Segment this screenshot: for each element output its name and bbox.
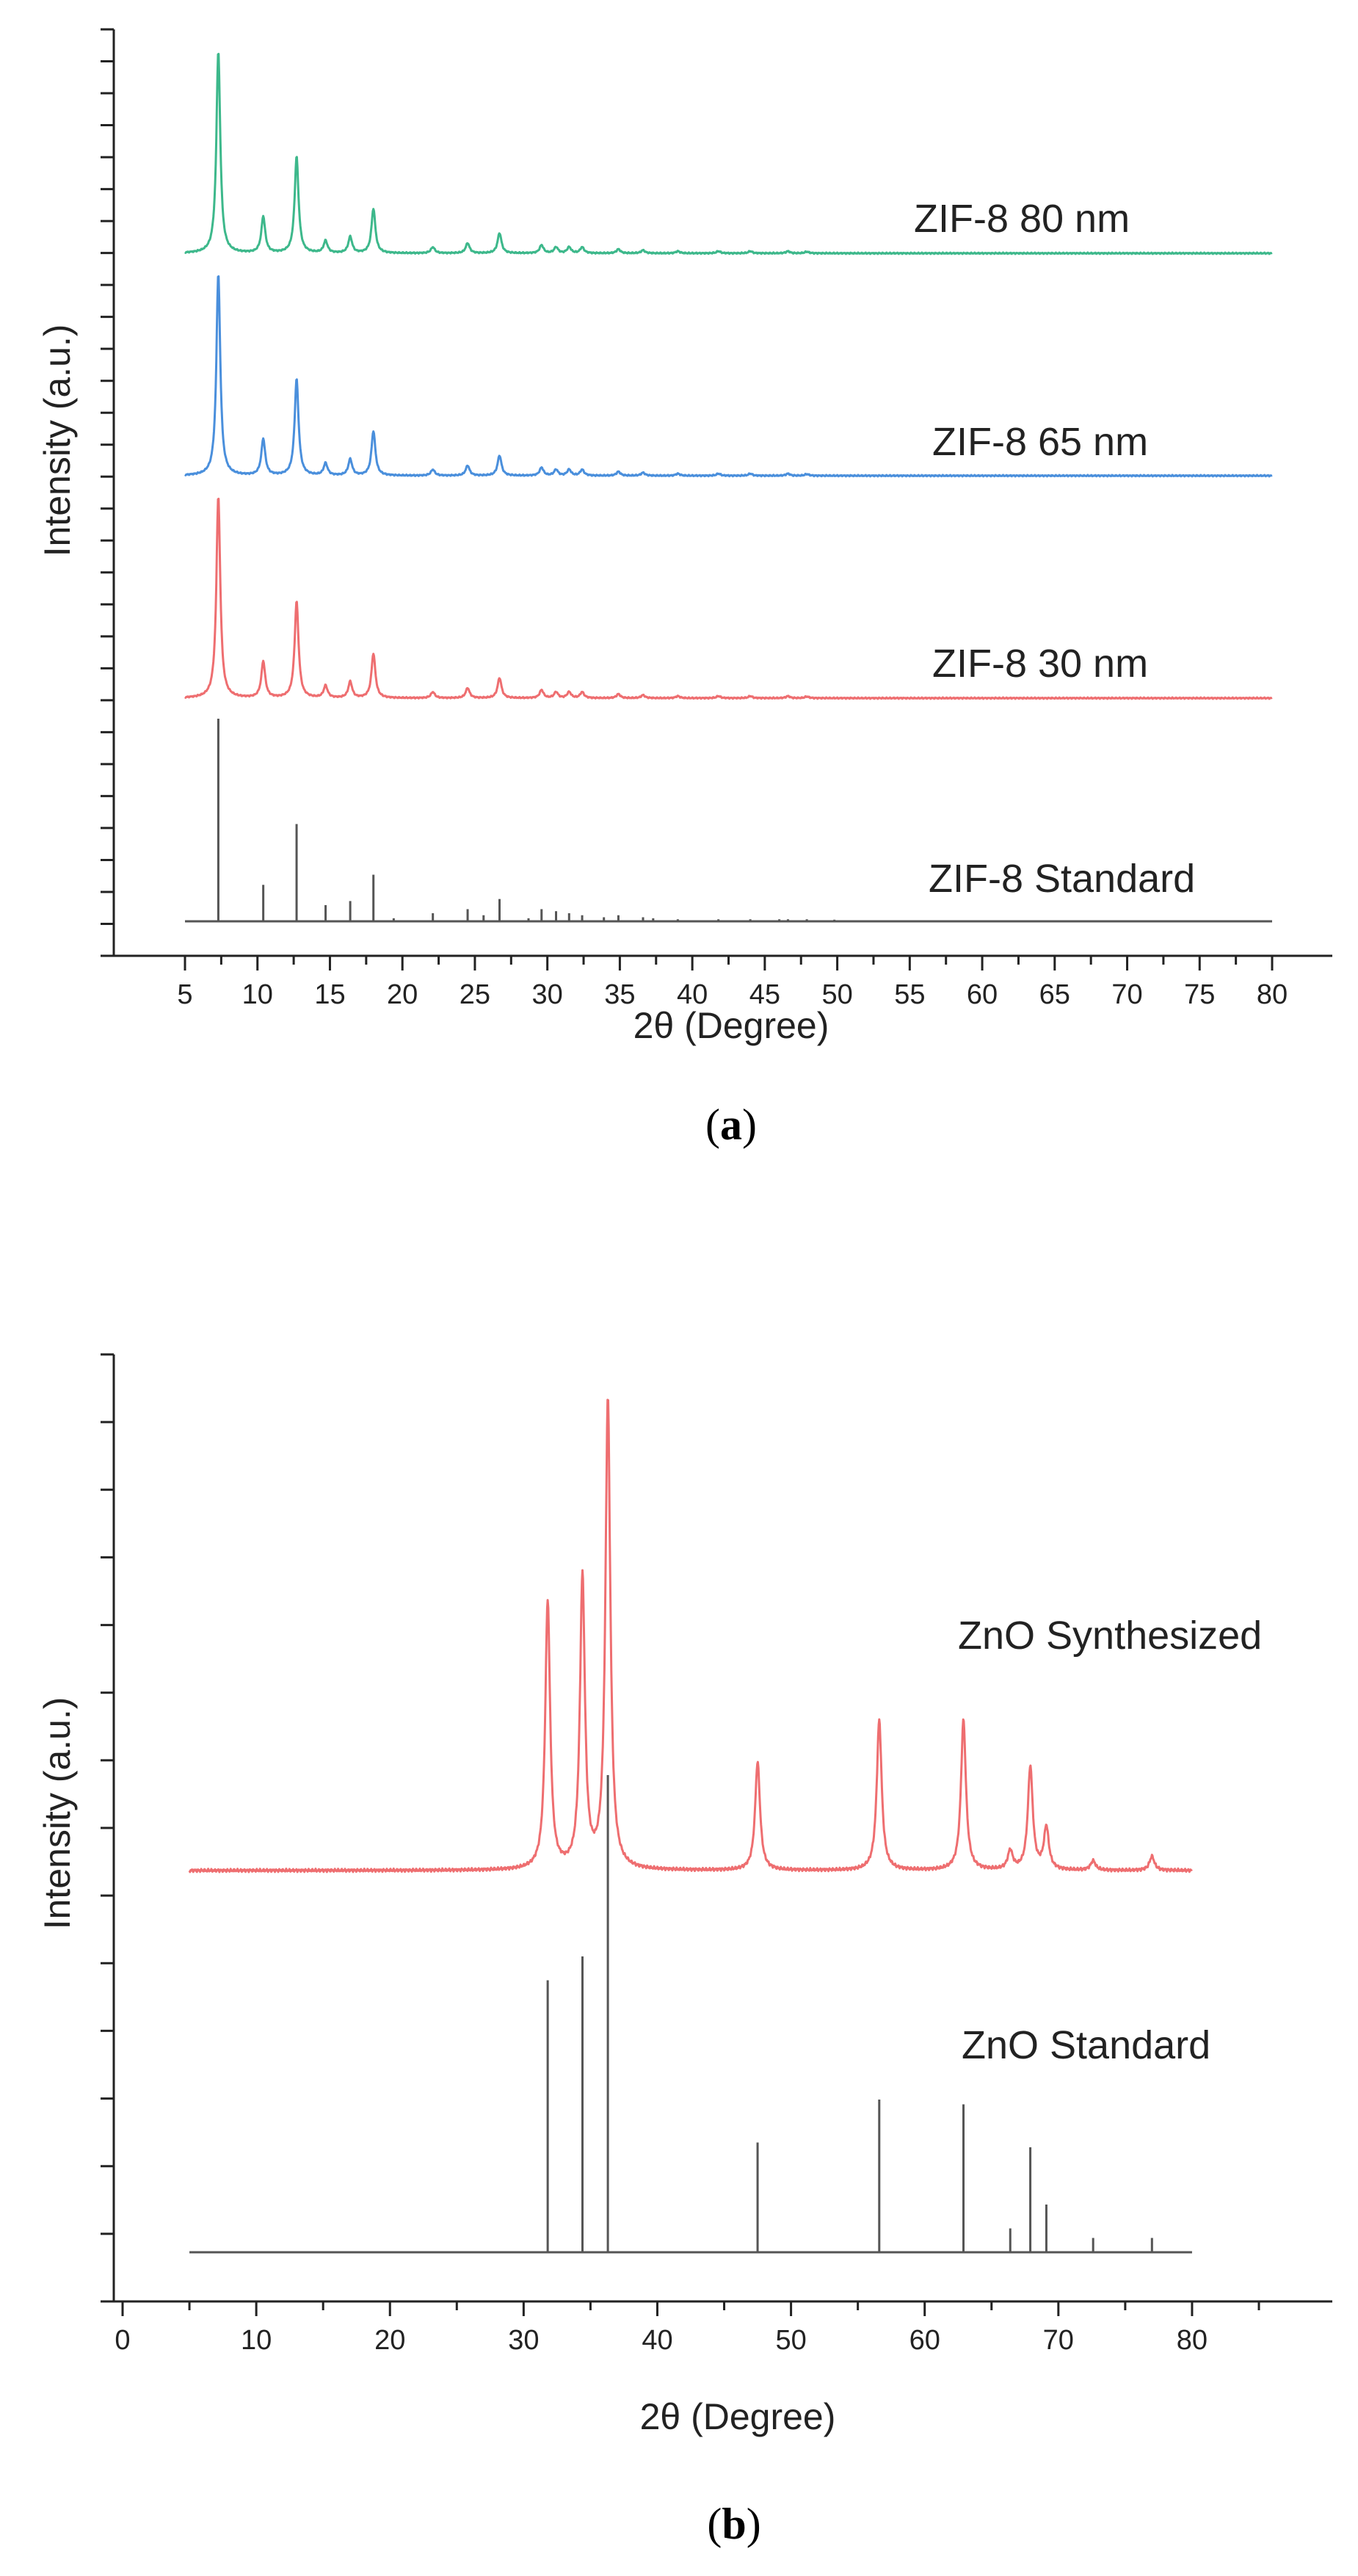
panel-a-x-tick-label: 60 (967, 979, 998, 1010)
panel-a-series-trace (184, 275, 1273, 478)
panel-a-x-tick-label: 45 (749, 979, 780, 1010)
panel-a-series-label: ZIF-8 Standard (929, 857, 1195, 901)
panel-a-x-tick-label: 80 (1257, 979, 1288, 1010)
panel-b-x-tick-label: 40 (642, 2325, 672, 2356)
panel-b-x-tick-label: 70 (1043, 2325, 1074, 2356)
panel-a-x-tick-label: 50 (821, 979, 852, 1010)
panel-a-x-tick-label: 5 (177, 979, 192, 1010)
panel-a-x-tick-label: 10 (242, 979, 273, 1010)
panel-a-series-label: ZIF-8 65 nm (932, 420, 1148, 464)
panel-a-y-axis-title: Intensity (a.u.) (37, 324, 78, 557)
panel-b-x-axis-title: 2θ (Degree) (640, 2396, 836, 2437)
panel-b-series-label: ZnO Standard (962, 2023, 1210, 2067)
panel-a-x-tick-label: 15 (314, 979, 345, 1010)
panel-b-label: (b) (707, 2500, 760, 2548)
panel-b-y-axis-title: Intensity (a.u.) (37, 1697, 78, 1930)
panel-a-x-tick-label: 40 (677, 979, 708, 1010)
panel-a-series-trace (184, 53, 1273, 255)
panel-a-x-tick-label: 30 (532, 979, 563, 1010)
panel-b-x-tick-label: 80 (1177, 2325, 1208, 2356)
panel-b-series-trace (188, 1398, 1193, 1873)
panel-a-chart: Intensity (a.u.) 2θ (Degree) (a) 5 10 15 20… (37, 28, 1332, 1149)
panel-b-series-label: ZnO Synthesized (958, 1614, 1262, 1658)
panel-b-x-tick-label: 10 (241, 2325, 272, 2356)
panel-a-x-tick-label: 25 (460, 979, 490, 1010)
panel-b-x-tick-label: 50 (775, 2325, 806, 2356)
panel-a-series-label: ZIF-8 30 nm (932, 642, 1148, 686)
panel-b-x-tick-label: 0 (115, 2325, 130, 2356)
panel-a-x-tick-label: 75 (1184, 979, 1215, 1010)
panel-a-series-label: ZIF-8 80 nm (914, 197, 1130, 241)
panel-a-x-tick-label: 20 (387, 979, 418, 1010)
panel-a-x-tick-label: 35 (604, 979, 635, 1010)
panel-a-x-tick-label: 70 (1111, 979, 1142, 1010)
panel-a-x-tick-label: 65 (1039, 979, 1070, 1010)
panel-a-label: (a) (705, 1100, 757, 1149)
panel-a-x-axis-title: 2θ (Degree) (633, 1005, 829, 1046)
panel-a-series-trace (184, 498, 1273, 700)
panel-b-x-tick-label: 20 (374, 2325, 405, 2356)
panel-a-x-tick-label: 55 (894, 979, 925, 1010)
panel-b-x-tick-label: 60 (909, 2325, 940, 2356)
panel-b-x-tick-label: 30 (508, 2325, 539, 2356)
panel-b-chart: Intensity (a.u.) 2θ (Degree) (b) 0 10 20 30… (37, 1353, 1332, 2548)
